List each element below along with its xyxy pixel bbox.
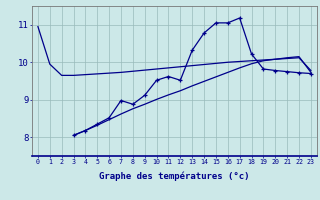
X-axis label: Graphe des températures (°c): Graphe des températures (°c)	[99, 171, 250, 181]
